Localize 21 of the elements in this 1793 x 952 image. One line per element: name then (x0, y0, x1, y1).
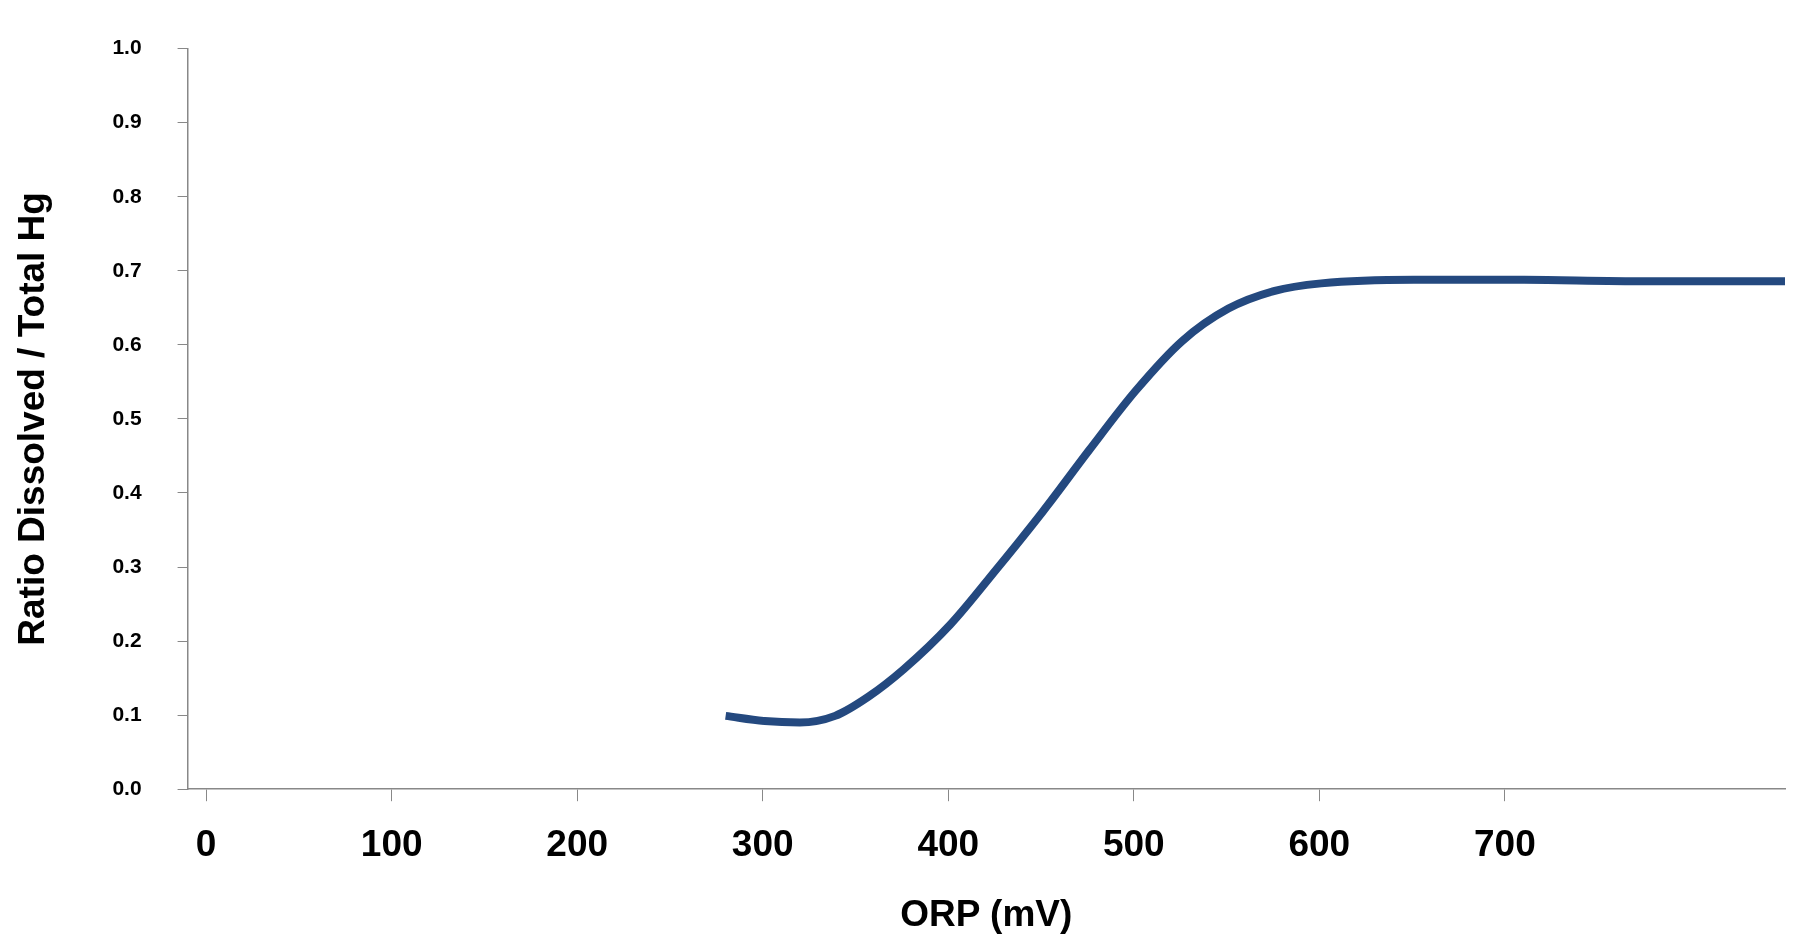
y-tick-label: 0.4 (112, 479, 142, 503)
y-tick-label: 0.3 (112, 553, 142, 577)
x-tick-label: 700 (1473, 822, 1536, 864)
y-tick-label: 0.2 (112, 627, 142, 651)
x-tick-label: 200 (546, 822, 609, 864)
x-tick-label: 600 (1288, 822, 1351, 864)
y-tick-label: 0.1 (112, 701, 142, 725)
y-tick-label: 0.5 (112, 405, 142, 429)
x-tick-label: 0 (195, 822, 217, 864)
x-tick-label: 100 (360, 822, 423, 864)
x-tick-label: 400 (917, 822, 980, 864)
y-tick-label: 0.9 (112, 109, 142, 133)
y-tick-label: 0.8 (112, 183, 142, 207)
y-tick-label: 1.0 (112, 35, 142, 59)
y-tick-label: 0.0 (112, 776, 142, 799)
y-axis-title: Ratio Dissolved / Total Hg (11, 192, 53, 646)
y-tick-label: 0.7 (112, 257, 142, 281)
y-tick-label: 0.6 (112, 331, 142, 355)
x-axis-title: ORP (mV) (900, 893, 1073, 934)
x-tick-label: 300 (731, 822, 794, 864)
x-tick-label: 500 (1102, 822, 1165, 864)
